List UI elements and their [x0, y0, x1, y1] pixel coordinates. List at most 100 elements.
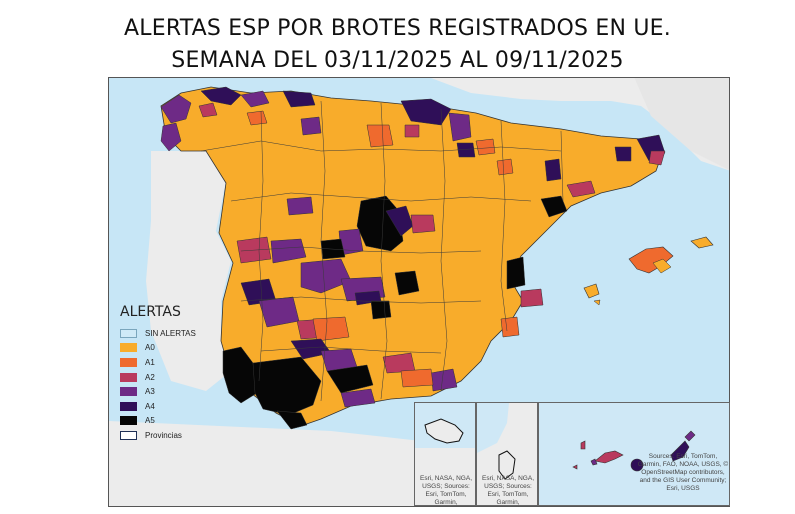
legend-item: A4 — [120, 399, 230, 414]
map-title-line-2: SEMANA DEL 03/11/2025 AL 09/11/2025 — [171, 48, 624, 73]
patch-burgos[interactable] — [366, 124, 394, 148]
patch-cuenca[interactable] — [394, 270, 420, 296]
province-boundaries — [200, 100, 564, 402]
mallorca-east[interactable] — [652, 258, 672, 274]
legend-label: A4 — [145, 401, 155, 411]
patch-zaragoza[interactable] — [496, 158, 514, 176]
patch-tarragona[interactable] — [566, 180, 596, 198]
inset-melilla-credit: Esri, NASA, NGA, USGS; Sources: Esri, To… — [481, 475, 534, 506]
patch-malaga[interactable] — [340, 388, 376, 408]
mallorca[interactable] — [628, 246, 674, 274]
legend-item: A0 — [120, 341, 230, 356]
ibiza[interactable] — [583, 283, 600, 299]
patch-cantabria[interactable] — [282, 90, 316, 108]
patch-galicia-coast[interactable] — [160, 122, 182, 152]
province-boundary-line — [240, 296, 482, 304]
patch-granada[interactable] — [400, 368, 434, 388]
legend-label: A1 — [145, 357, 155, 367]
legend-swatch — [120, 387, 137, 397]
tenerife — [594, 450, 624, 464]
alps-land — [634, 78, 729, 170]
patch-navarra-south[interactable] — [456, 142, 476, 158]
province-boundary-line — [380, 102, 388, 400]
legend-label: A5 — [145, 416, 155, 426]
patch-caceres[interactable] — [270, 238, 307, 264]
patch-huesca-west[interactable] — [475, 138, 496, 156]
province-boundary-line — [560, 130, 564, 202]
legend-swatch — [120, 343, 137, 353]
legend-label: A2 — [145, 372, 155, 382]
patch-basque[interactable] — [400, 98, 452, 126]
patch-sevilla[interactable] — [252, 356, 322, 416]
patch-lugo[interactable] — [198, 102, 218, 118]
province-boundary-line — [320, 100, 328, 402]
melilla-map — [477, 403, 537, 505]
la-palma — [580, 440, 586, 450]
patch-cadiz-south[interactable] — [276, 410, 308, 430]
legend-label: Provincias — [145, 430, 182, 440]
ceuta-map — [415, 418, 475, 505]
patch-leon-north[interactable] — [246, 110, 268, 126]
canarias-map — [572, 430, 696, 472]
legend-label: A0 — [145, 343, 155, 353]
province-boundary-line — [440, 108, 448, 392]
patch-guadalajara[interactable] — [410, 214, 436, 234]
patch-castellon[interactable] — [540, 195, 568, 218]
inset-canarias-credit: Sources: Esri, TomTom, Garmin, FAO, NOAA… — [637, 453, 729, 492]
province-boundary-line — [230, 192, 532, 202]
patch-granada-east[interactable] — [430, 368, 458, 392]
map-title-line-1: ALERTAS ESP POR BROTES REGISTRADOS EN UE… — [124, 16, 671, 41]
patch-huelva[interactable] — [222, 346, 258, 404]
alert-regions — [160, 86, 666, 430]
patch-valencia[interactable] — [506, 256, 526, 290]
portugal-land — [146, 151, 231, 391]
la-gomera — [590, 458, 598, 466]
menorca[interactable] — [690, 236, 714, 249]
patch-salamanca[interactable] — [286, 196, 314, 216]
el-hierro — [572, 464, 578, 470]
patch-alicante[interactable] — [500, 316, 520, 338]
patch-cordoba[interactable] — [312, 316, 350, 342]
fuerteventura — [670, 440, 690, 462]
province-boundary-line — [258, 110, 264, 382]
map-frame[interactable] — [108, 77, 730, 507]
legend-swatch — [120, 372, 137, 382]
patch-burgos-north[interactable] — [300, 116, 322, 136]
inset-canarias[interactable]: Sources: Esri, TomTom, Garmin, FAO, NOAA… — [538, 402, 730, 506]
patch-ciudad-real-2[interactable] — [370, 300, 392, 320]
province-boundary-line — [260, 346, 442, 354]
legend-title: ALERTAS — [120, 304, 181, 320]
inset-ceuta-credit: Esri, NASA, NGA, USGS; Sources: Esri, To… — [419, 475, 472, 506]
province-boundary-line — [200, 140, 562, 152]
legend-item: A1 — [120, 355, 230, 370]
legend-items: SIN ALERTAS A0 A1 A2 A3 A4 A5 Provincias — [120, 326, 230, 443]
spain-alert-map[interactable] — [109, 78, 730, 507]
legend-label: A3 — [145, 387, 155, 397]
province-boundary-line — [240, 246, 482, 254]
patch-rioja[interactable] — [404, 124, 420, 138]
gran-canaria — [630, 458, 644, 472]
legend-item: SIN ALERTAS — [120, 326, 230, 341]
patch-navarra[interactable] — [448, 112, 472, 142]
legend-item: A5 — [120, 414, 230, 429]
patch-malaga-north[interactable] — [326, 364, 374, 394]
patch-lleida[interactable] — [544, 158, 562, 182]
legend-swatch — [120, 401, 137, 411]
formentera[interactable] — [593, 299, 601, 306]
legend-item: Provincias — [120, 428, 230, 443]
legend-swatch — [120, 430, 137, 440]
inset-ceuta[interactable]: Esri, NASA, NGA, USGS; Sources: Esri, To… — [414, 402, 476, 506]
legend-item: A3 — [120, 384, 230, 399]
legend-swatch — [120, 357, 137, 367]
patch-barcelona-north[interactable] — [614, 146, 632, 162]
patch-galicia-north[interactable] — [160, 94, 192, 124]
patch-toledo[interactable] — [300, 258, 352, 294]
inset-melilla[interactable]: Esri, NASA, NGA, USGS; Sources: Esri, To… — [476, 402, 538, 506]
legend: ALERTAS SIN ALERTAS A0 A1 A2 A3 A4 A5 Pr… — [120, 304, 230, 443]
patch-asturias-west[interactable] — [200, 86, 242, 106]
patch-girona-coast[interactable] — [648, 150, 666, 166]
legend-swatch — [120, 416, 137, 426]
province-boundary-line — [500, 120, 508, 332]
patch-alicante-coast[interactable] — [520, 288, 544, 308]
patch-asturias[interactable] — [240, 90, 270, 108]
